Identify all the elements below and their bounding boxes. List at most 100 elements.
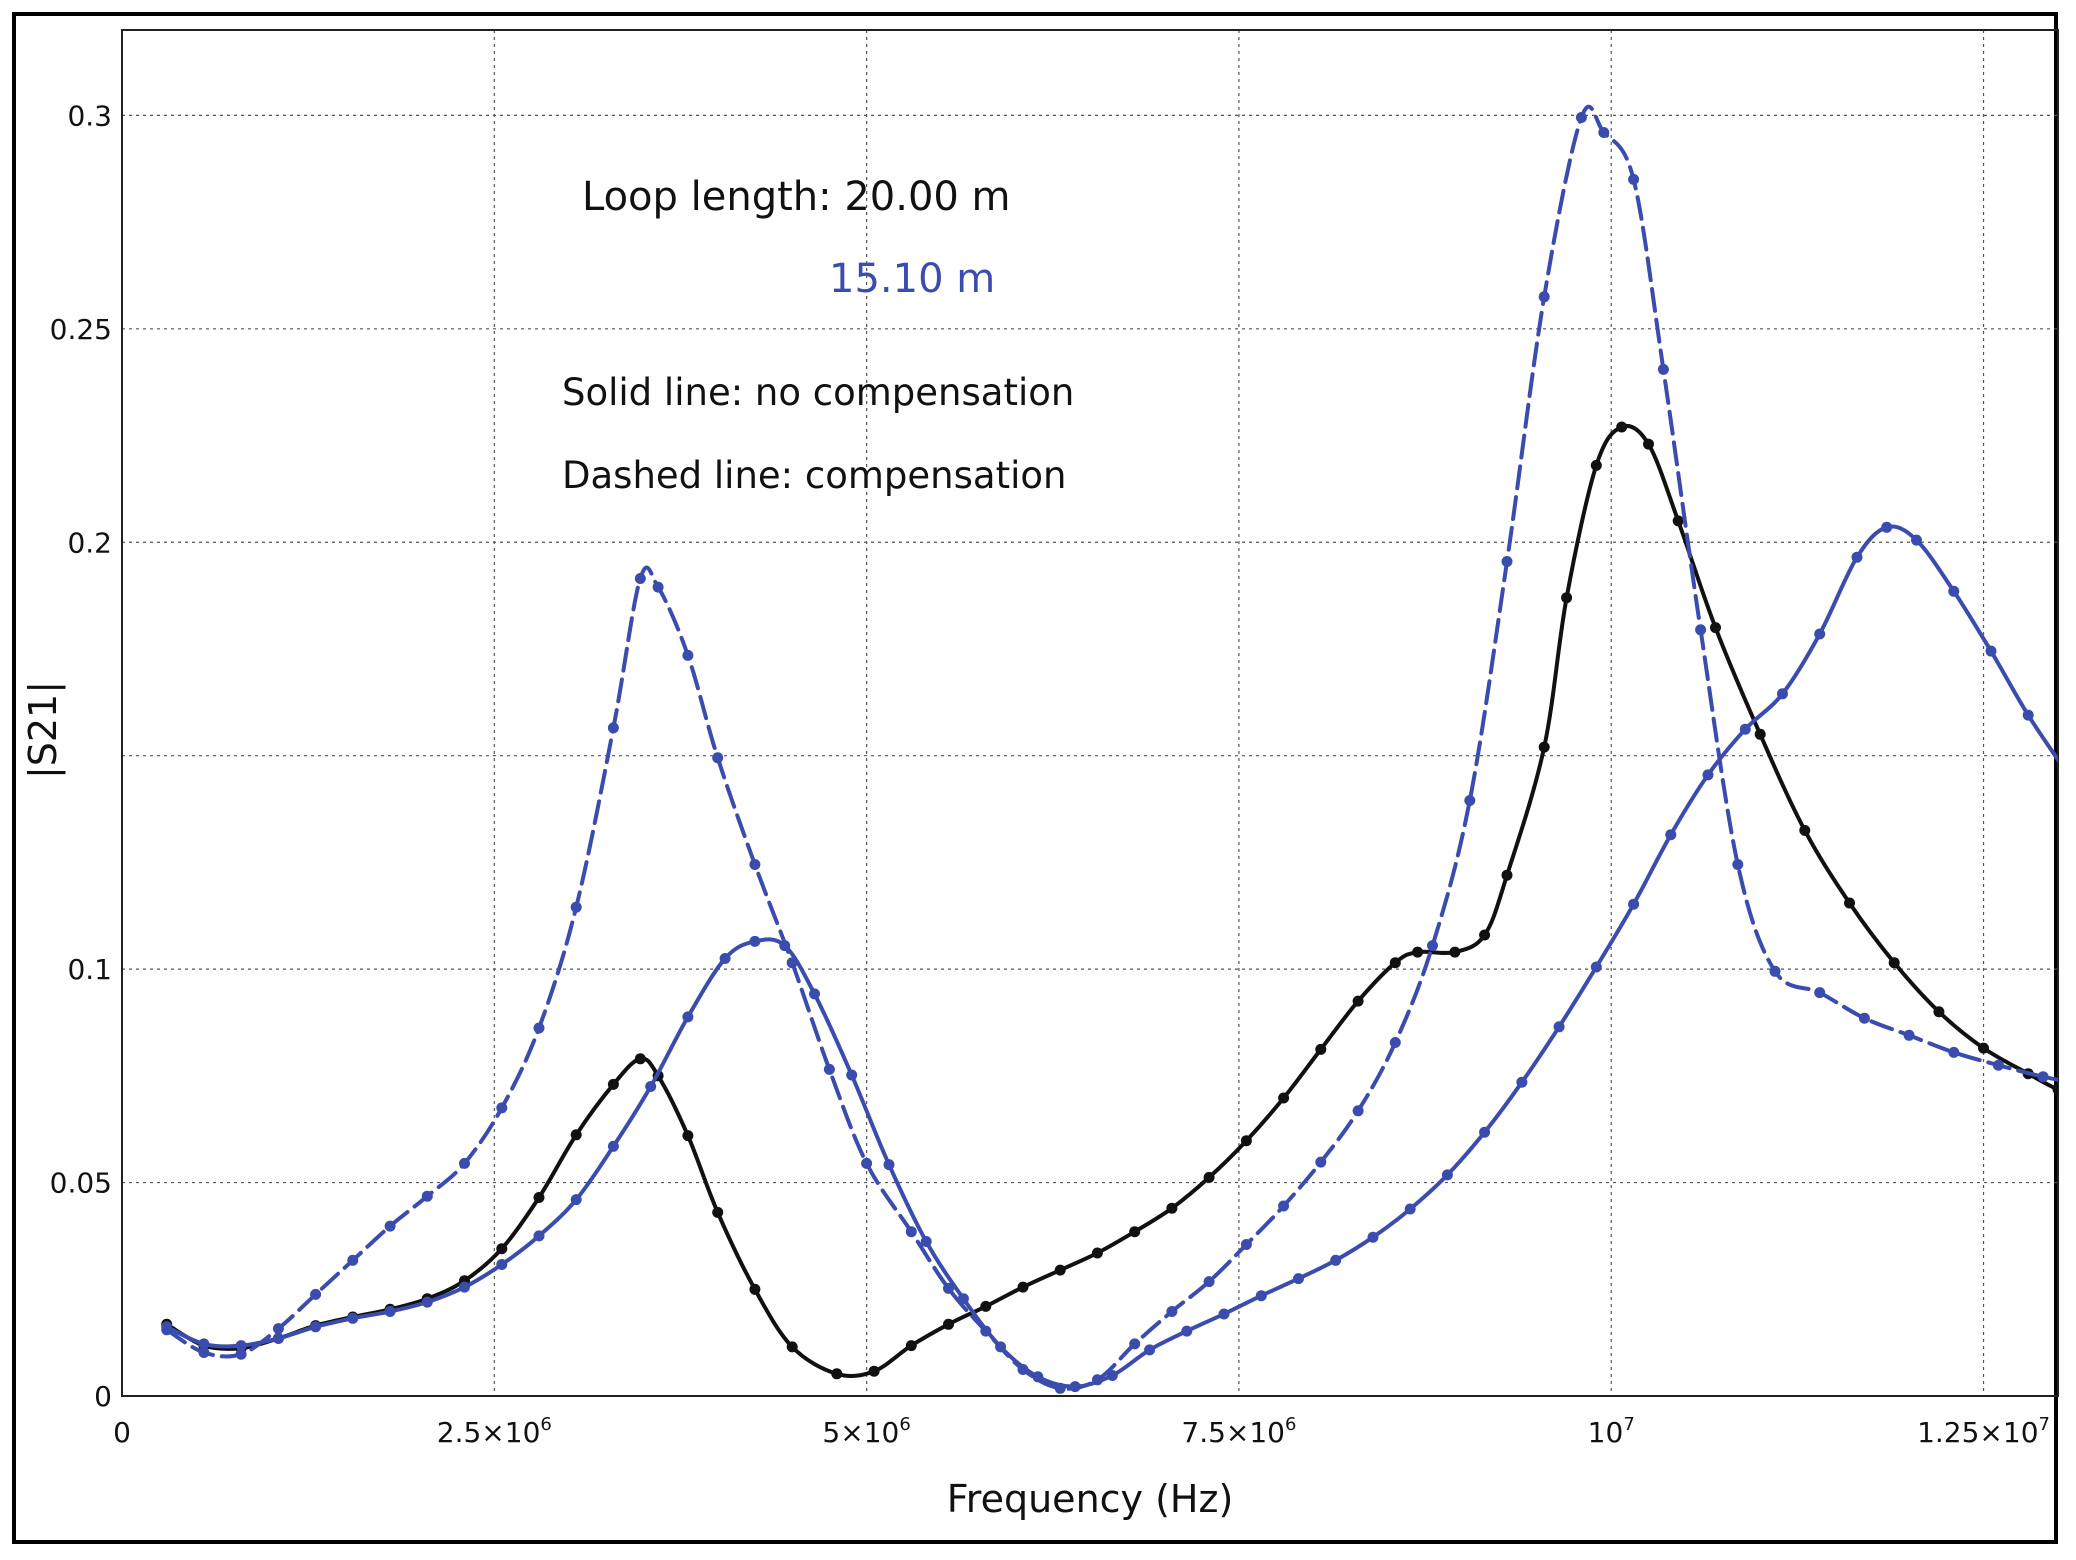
series-2-point-48 (1911, 534, 1922, 546)
series-2-point-30 (1255, 1290, 1267, 1302)
series-1-point-45 (1769, 965, 1781, 977)
series-0-point-20 (868, 1365, 880, 1377)
series-1-point-33 (1352, 1105, 1364, 1117)
series-0-point-25 (1054, 1264, 1066, 1276)
series-0-point-17 (749, 1283, 761, 1295)
series-1-point-15 (682, 649, 694, 661)
series-2-point-31 (1293, 1273, 1304, 1285)
series-0-point-41 (1590, 459, 1602, 471)
x-tick-label-1: 2.5×106 (437, 1414, 552, 1449)
series-1-point-29 (1203, 1276, 1215, 1288)
series-2-point-25 (1069, 1381, 1081, 1393)
series-2-point-8 (459, 1281, 470, 1293)
series-1-point-28 (1166, 1306, 1178, 1317)
series-2-point-34 (1404, 1203, 1416, 1215)
series-2-point-13 (645, 1081, 657, 1092)
series-2-point-26 (1106, 1370, 1118, 1381)
series-2-point-12 (607, 1140, 619, 1152)
series-1-point-48 (1903, 1029, 1915, 1041)
series-2-point-3 (272, 1332, 284, 1344)
series-2-point-29 (1218, 1308, 1230, 1320)
series-1-point-11 (570, 901, 582, 913)
x-tick-label-4: 107 (1588, 1414, 1635, 1449)
series-2-point-0 (161, 1321, 173, 1333)
series-2-point-14 (682, 1011, 694, 1023)
plot-area-border (121, 29, 2059, 1397)
series-0-point-13 (634, 1053, 646, 1065)
series-2-point-41 (1665, 829, 1677, 841)
series-line-2 (164, 524, 2058, 1389)
series-0-point-34 (1389, 957, 1401, 969)
series-1-point-7 (421, 1190, 433, 1202)
series-1-point-6 (384, 1220, 396, 1232)
series-1-point-3 (272, 1323, 284, 1335)
series-2-point-50 (1985, 645, 1997, 657)
series-0-point-53 (2052, 1084, 2058, 1095)
series-2-point-44 (1777, 688, 1788, 700)
series-0-point-45 (1710, 622, 1721, 634)
series-2-point-1 (198, 1338, 210, 1350)
series-1-point-27 (1129, 1338, 1141, 1350)
series-2-point-6 (384, 1306, 396, 1317)
y-tick-label-0: 0 (94, 1380, 112, 1413)
series-2-point-33 (1367, 1231, 1379, 1243)
series-0-point-35 (1412, 946, 1424, 958)
series-1 (161, 104, 2058, 1394)
series-2-point-17 (779, 940, 791, 952)
loop-length-alt-annotation: 15.10 m (829, 256, 995, 302)
y-axis-title: |S21| (21, 681, 66, 779)
series-line-0 (164, 423, 2058, 1379)
series-0-point-33 (1352, 995, 1364, 1007)
series-2 (161, 521, 2058, 1393)
series-1-point-41 (1628, 173, 1640, 185)
series-2-point-38 (1553, 1021, 1565, 1033)
series-0-point-12 (607, 1078, 619, 1090)
series-1-point-37 (1501, 556, 1513, 567)
series-1-point-50 (1992, 1059, 2004, 1071)
series-0-point-38 (1501, 869, 1513, 881)
series-0-point-26 (1091, 1247, 1103, 1259)
series-2-point-45 (1814, 628, 1826, 640)
series-0-point-43 (1643, 438, 1654, 450)
series-2-point-28 (1181, 1325, 1193, 1337)
series-0-point-19 (831, 1368, 843, 1380)
series-0-point-49 (1888, 957, 1900, 969)
series-1-point-44 (1732, 859, 1744, 870)
series-2-point-21 (920, 1236, 932, 1247)
series-0-point-21 (905, 1340, 917, 1352)
series-0-point-9 (496, 1243, 508, 1255)
series-1-point-32 (1315, 1156, 1327, 1168)
y-tick-label-4: 0.2 (67, 526, 112, 559)
series-0-point-24 (1017, 1281, 1029, 1293)
series-2-point-37 (1516, 1076, 1528, 1088)
series-1-point-40 (1598, 127, 1610, 138)
series-1-point-13 (634, 573, 646, 584)
y-tick-label-2: 0.1 (67, 953, 112, 986)
series-1-point-10 (533, 1022, 545, 1034)
series-1-point-19 (823, 1063, 835, 1075)
series-line-1 (164, 104, 2058, 1391)
series-2-point-47 (1881, 521, 1893, 533)
y-tick-label-6: 0.3 (67, 99, 112, 132)
series-1-point-35 (1427, 940, 1438, 952)
series-0-point-37 (1479, 929, 1491, 941)
x-axis-title: Frequency (Hz) (947, 1477, 1234, 1521)
series-1-point-47 (1858, 1012, 1870, 1024)
series-1-point-21 (905, 1226, 917, 1238)
figure-frame (12, 12, 2058, 1544)
series-1-point-43 (1695, 624, 1707, 636)
solid-line-note: Solid line: no compensation (562, 371, 1074, 414)
series-1-point-51 (2037, 1071, 2049, 1083)
series-0-point-28 (1166, 1202, 1178, 1214)
series-2-point-42 (1702, 769, 1714, 781)
series-1-point-49 (1948, 1046, 1960, 1058)
series-1-point-14 (652, 581, 664, 593)
series-1-point-8 (459, 1157, 470, 1169)
x-tick-label-0: 0 (113, 1416, 131, 1449)
series-0-point-44 (1672, 515, 1684, 527)
series-2-point-16 (749, 935, 761, 947)
series-2-point-11 (570, 1194, 582, 1206)
series-1-point-12 (607, 722, 619, 734)
x-tick-label-3: 7.5×106 (1181, 1414, 1296, 1449)
x-tick-label-2: 5×106 (822, 1414, 910, 1449)
